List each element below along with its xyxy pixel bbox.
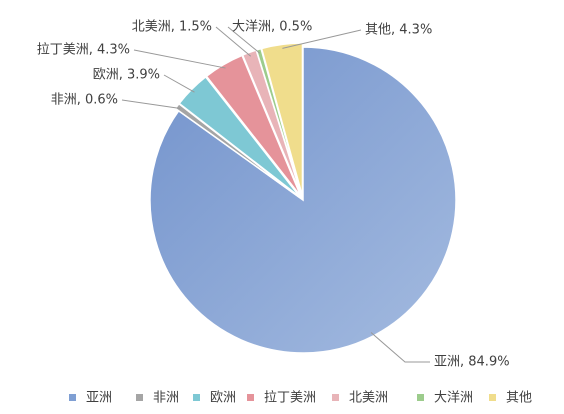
leader-line [133,49,226,69]
data-label: 北美洲, 1.5% [132,20,212,35]
legend-marker [193,394,200,401]
legend-label: 拉丁美洲 [264,391,316,406]
legend-label: 亚洲 [86,391,112,406]
legend-marker [489,394,496,401]
legend-marker [247,394,254,401]
data-label: 大洋洲, 0.5% [232,20,312,35]
legend-marker [69,394,76,401]
legend-label: 非洲 [153,391,179,406]
legend-label: 欧洲 [210,391,236,406]
pie-slice [260,42,304,197]
legend-label: 北美洲 [349,391,388,406]
data-label: 拉丁美洲, 4.3% [37,43,130,58]
legend-marker [417,394,424,401]
leader-line [282,29,362,49]
legend-marker [332,394,339,401]
pie-slice [149,46,457,354]
data-label: 欧洲, 3.9% [93,68,160,83]
leader-line [215,26,252,57]
pie-slice [178,75,301,198]
data-label: 非洲, 0.6% [51,93,118,108]
data-label: 亚洲, 84.9% [434,355,510,370]
leader-line [370,332,430,363]
leader-line [121,99,181,110]
legend-marker [136,394,143,401]
legend-label: 其他 [506,391,532,406]
leader-line [163,74,195,93]
data-label: 其他, 4.3% [365,23,432,38]
leader-line [227,26,261,54]
legend-label: 大洋洲 [434,391,473,406]
